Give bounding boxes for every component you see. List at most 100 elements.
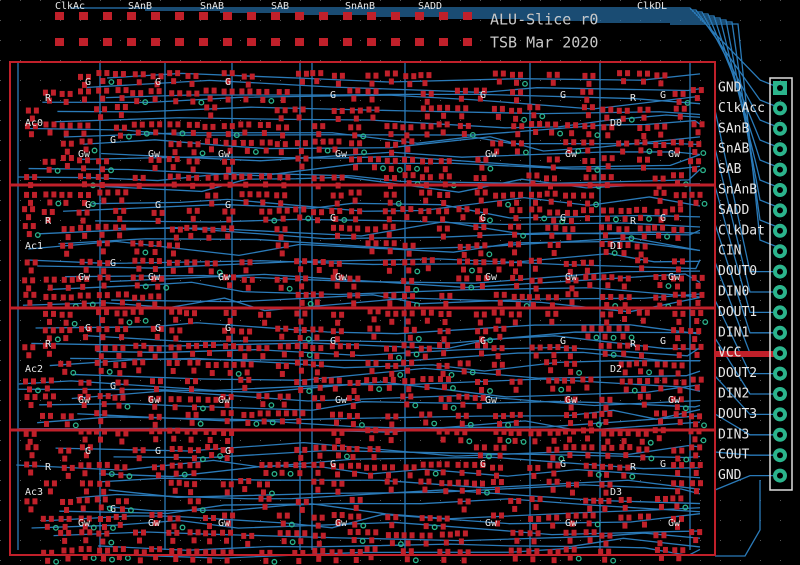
pad bbox=[546, 377, 552, 384]
pad bbox=[338, 328, 344, 335]
pad bbox=[510, 191, 516, 198]
pad bbox=[644, 156, 650, 163]
pad bbox=[409, 532, 415, 539]
pad bbox=[372, 546, 378, 553]
pad bbox=[329, 207, 335, 214]
pad bbox=[588, 259, 594, 266]
pad bbox=[388, 131, 394, 138]
pad bbox=[123, 326, 129, 333]
pad bbox=[319, 38, 328, 46]
pad bbox=[139, 121, 145, 128]
pad bbox=[662, 410, 668, 417]
pad bbox=[271, 38, 280, 46]
pad bbox=[662, 361, 668, 368]
pad bbox=[605, 163, 611, 170]
via bbox=[271, 217, 278, 224]
pad bbox=[115, 498, 121, 505]
pad bbox=[621, 438, 627, 445]
trace bbox=[70, 351, 701, 362]
pad bbox=[672, 344, 678, 351]
pad bbox=[512, 437, 518, 444]
pad bbox=[642, 243, 648, 250]
via bbox=[397, 371, 404, 378]
pad bbox=[248, 361, 254, 368]
pad bbox=[516, 311, 522, 318]
pad bbox=[529, 121, 535, 128]
pad bbox=[298, 148, 304, 155]
pad bbox=[569, 285, 575, 292]
pad bbox=[691, 274, 697, 281]
pad bbox=[571, 260, 577, 267]
pad bbox=[472, 461, 478, 468]
pad bbox=[47, 284, 53, 291]
pad bbox=[280, 215, 286, 222]
pad bbox=[606, 548, 612, 555]
pad bbox=[130, 90, 136, 97]
pad bbox=[32, 498, 38, 505]
trace bbox=[108, 484, 701, 498]
via bbox=[197, 420, 204, 427]
pad bbox=[312, 532, 318, 539]
pad bbox=[281, 401, 287, 408]
pad bbox=[637, 124, 643, 131]
pad bbox=[566, 385, 572, 392]
pad bbox=[279, 469, 285, 476]
pad bbox=[40, 515, 46, 522]
pad bbox=[184, 224, 190, 231]
pad bbox=[337, 207, 343, 214]
silk-mark: Gw bbox=[485, 395, 498, 406]
pad bbox=[591, 529, 597, 536]
pad bbox=[149, 378, 155, 385]
pad bbox=[387, 300, 393, 307]
pad bbox=[148, 258, 154, 265]
pad bbox=[100, 334, 106, 341]
via bbox=[484, 489, 490, 496]
pad bbox=[608, 463, 614, 470]
pad bbox=[353, 164, 359, 171]
via bbox=[559, 218, 566, 225]
pad bbox=[465, 360, 471, 367]
pad bbox=[315, 522, 321, 529]
pad bbox=[388, 78, 394, 85]
pad bbox=[401, 310, 407, 317]
pad bbox=[315, 217, 321, 224]
pad bbox=[604, 471, 610, 478]
pad bbox=[227, 351, 233, 358]
pad bbox=[679, 327, 685, 334]
pad bbox=[586, 80, 592, 87]
pad bbox=[653, 141, 659, 148]
pad bbox=[405, 367, 411, 374]
pad bbox=[224, 455, 230, 462]
pad bbox=[339, 72, 345, 79]
pad bbox=[699, 121, 705, 128]
pad bbox=[120, 546, 126, 553]
pad bbox=[555, 549, 561, 556]
pad bbox=[113, 513, 119, 520]
pad bbox=[228, 549, 234, 556]
pad bbox=[675, 370, 681, 377]
pad bbox=[367, 446, 373, 453]
pad bbox=[194, 158, 200, 165]
pad bbox=[69, 464, 75, 471]
components bbox=[22, 12, 780, 565]
pad bbox=[455, 479, 461, 486]
pad bbox=[187, 447, 193, 454]
pad bbox=[67, 327, 73, 334]
pad bbox=[26, 214, 32, 221]
via bbox=[271, 558, 278, 565]
pad bbox=[256, 88, 262, 95]
pad bbox=[571, 529, 577, 536]
pad bbox=[625, 342, 631, 349]
via bbox=[593, 334, 600, 341]
pad bbox=[298, 351, 304, 358]
pad bbox=[535, 530, 541, 537]
pad bbox=[565, 122, 571, 129]
pad bbox=[445, 191, 451, 198]
pad bbox=[47, 488, 53, 495]
pad bbox=[410, 156, 416, 163]
pad bbox=[134, 282, 140, 289]
pad bbox=[244, 147, 250, 154]
pad bbox=[402, 259, 408, 266]
pad bbox=[598, 325, 604, 332]
pad bbox=[184, 310, 190, 317]
